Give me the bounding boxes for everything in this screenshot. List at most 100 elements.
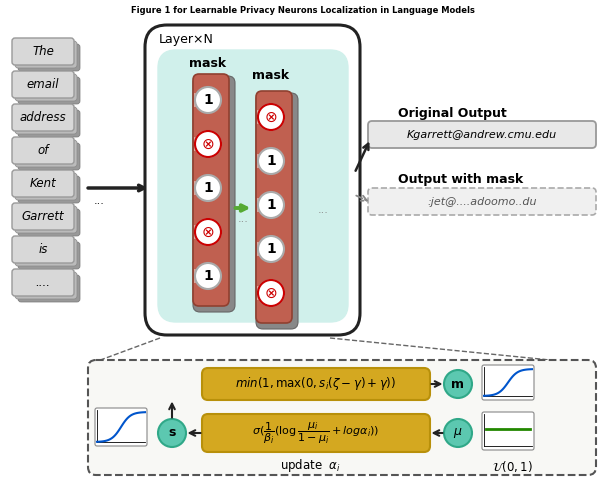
FancyBboxPatch shape (193, 76, 235, 312)
Text: ....: .... (36, 276, 50, 289)
Circle shape (444, 370, 472, 398)
FancyBboxPatch shape (15, 239, 77, 266)
Wedge shape (257, 242, 264, 256)
FancyBboxPatch shape (15, 173, 77, 200)
FancyBboxPatch shape (12, 71, 74, 98)
Circle shape (258, 192, 284, 218)
Circle shape (258, 236, 284, 262)
Circle shape (258, 280, 284, 306)
Circle shape (195, 87, 221, 113)
FancyBboxPatch shape (256, 91, 292, 323)
Circle shape (444, 419, 472, 447)
Text: 1: 1 (266, 198, 276, 212)
Text: :jet@....adoomo..du: :jet@....adoomo..du (427, 197, 537, 207)
FancyBboxPatch shape (368, 188, 596, 215)
Circle shape (195, 131, 221, 157)
Circle shape (195, 219, 221, 245)
FancyBboxPatch shape (15, 41, 77, 68)
FancyBboxPatch shape (15, 107, 77, 134)
FancyBboxPatch shape (12, 38, 74, 65)
FancyBboxPatch shape (15, 140, 77, 167)
FancyBboxPatch shape (18, 275, 80, 302)
Text: Garrett: Garrett (22, 210, 64, 223)
Text: ...: ... (94, 196, 105, 206)
Text: The: The (32, 45, 54, 58)
FancyBboxPatch shape (482, 365, 534, 400)
Text: address: address (19, 111, 66, 124)
Text: $\otimes$: $\otimes$ (264, 286, 278, 300)
Wedge shape (257, 154, 264, 168)
FancyBboxPatch shape (193, 74, 229, 306)
Wedge shape (194, 269, 201, 283)
Text: $\mu$: $\mu$ (453, 426, 463, 440)
FancyBboxPatch shape (88, 360, 596, 475)
FancyBboxPatch shape (12, 104, 74, 131)
Text: ...: ... (238, 214, 248, 224)
FancyBboxPatch shape (12, 203, 74, 230)
Circle shape (195, 175, 221, 201)
Text: email: email (27, 78, 59, 91)
Circle shape (258, 148, 284, 174)
Text: mask: mask (253, 69, 290, 82)
Circle shape (195, 263, 221, 289)
FancyBboxPatch shape (256, 93, 298, 329)
FancyBboxPatch shape (15, 272, 77, 299)
FancyBboxPatch shape (12, 236, 74, 263)
FancyBboxPatch shape (12, 137, 74, 164)
Text: Kent: Kent (30, 177, 56, 190)
FancyBboxPatch shape (202, 368, 430, 400)
Wedge shape (194, 225, 201, 239)
Text: $\otimes$: $\otimes$ (264, 109, 278, 124)
FancyBboxPatch shape (18, 77, 80, 104)
Text: 1: 1 (203, 93, 213, 107)
FancyBboxPatch shape (145, 25, 360, 335)
Text: is: is (38, 243, 48, 256)
FancyBboxPatch shape (18, 242, 80, 269)
FancyBboxPatch shape (18, 143, 80, 170)
FancyBboxPatch shape (482, 412, 534, 450)
Text: $\otimes$: $\otimes$ (201, 225, 215, 240)
Text: Original Output: Original Output (398, 107, 507, 120)
Circle shape (258, 280, 284, 306)
FancyBboxPatch shape (95, 408, 147, 446)
FancyBboxPatch shape (15, 206, 77, 233)
Circle shape (195, 131, 221, 157)
Wedge shape (194, 181, 201, 195)
Circle shape (258, 104, 284, 130)
Circle shape (195, 219, 221, 245)
Text: 1: 1 (203, 269, 213, 283)
Text: m: m (451, 377, 465, 391)
Text: update  $\alpha_i$: update $\alpha_i$ (279, 456, 341, 473)
Text: 1: 1 (203, 181, 213, 195)
FancyBboxPatch shape (15, 74, 77, 101)
FancyBboxPatch shape (12, 170, 74, 197)
FancyBboxPatch shape (12, 269, 74, 296)
Wedge shape (194, 137, 201, 151)
Text: 1: 1 (266, 154, 276, 168)
Text: Layer×N: Layer×N (159, 34, 214, 47)
Text: Kgarrett@andrew.cmu.edu: Kgarrett@andrew.cmu.edu (407, 130, 557, 140)
FancyBboxPatch shape (368, 121, 596, 148)
Circle shape (158, 419, 186, 447)
Text: ...: ... (318, 205, 329, 215)
Text: $\sigma(\dfrac{1}{\beta_i}(\log\dfrac{\mu_i}{1-\mu_i}+log\alpha_i))$: $\sigma(\dfrac{1}{\beta_i}(\log\dfrac{\m… (252, 420, 379, 446)
Text: Figure 1 for Learnable Privacy Neurons Localization in Language Models: Figure 1 for Learnable Privacy Neurons L… (131, 6, 475, 15)
FancyBboxPatch shape (18, 110, 80, 137)
FancyBboxPatch shape (158, 50, 348, 322)
Wedge shape (194, 93, 201, 107)
FancyBboxPatch shape (18, 44, 80, 71)
Wedge shape (257, 198, 264, 212)
Text: of: of (38, 144, 48, 157)
FancyBboxPatch shape (18, 209, 80, 236)
Text: $min(1,\max(0,s_i(\zeta-\gamma)+\gamma))$: $min(1,\max(0,s_i(\zeta-\gamma)+\gamma))… (235, 375, 396, 393)
Text: mask: mask (190, 57, 227, 70)
Text: 1: 1 (266, 242, 276, 256)
Wedge shape (257, 110, 264, 124)
FancyBboxPatch shape (18, 176, 80, 203)
Text: Output with mask: Output with mask (398, 173, 523, 187)
Wedge shape (257, 286, 264, 300)
FancyBboxPatch shape (202, 414, 430, 452)
Text: $\mathcal{U}(0,1)$: $\mathcal{U}(0,1)$ (491, 459, 533, 475)
Text: s: s (168, 427, 176, 440)
Circle shape (258, 104, 284, 130)
